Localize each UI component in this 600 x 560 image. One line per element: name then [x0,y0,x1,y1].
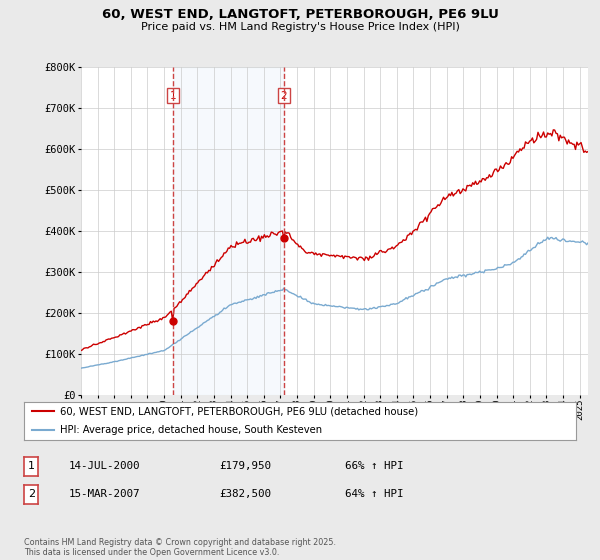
Text: Contains HM Land Registry data © Crown copyright and database right 2025.
This d: Contains HM Land Registry data © Crown c… [24,538,336,557]
Text: HPI: Average price, detached house, South Kesteven: HPI: Average price, detached house, Sout… [60,425,322,435]
Text: 2: 2 [28,489,35,500]
Text: Price paid vs. HM Land Registry's House Price Index (HPI): Price paid vs. HM Land Registry's House … [140,22,460,32]
Text: 60, WEST END, LANGTOFT, PETERBOROUGH, PE6 9LU: 60, WEST END, LANGTOFT, PETERBOROUGH, PE… [101,8,499,21]
Text: 14-JUL-2000: 14-JUL-2000 [69,461,140,472]
Text: £179,950: £179,950 [219,461,271,472]
Bar [173,67,284,395]
Text: 66% ↑ HPI: 66% ↑ HPI [345,461,404,472]
Text: 2: 2 [281,91,287,101]
Text: 15-MAR-2007: 15-MAR-2007 [69,489,140,500]
Text: 60, WEST END, LANGTOFT, PETERBOROUGH, PE6 9LU (detached house): 60, WEST END, LANGTOFT, PETERBOROUGH, PE… [60,406,418,416]
Text: 1: 1 [170,91,176,101]
Text: £382,500: £382,500 [219,489,271,500]
Text: 1: 1 [28,461,35,472]
Text: 64% ↑ HPI: 64% ↑ HPI [345,489,404,500]
